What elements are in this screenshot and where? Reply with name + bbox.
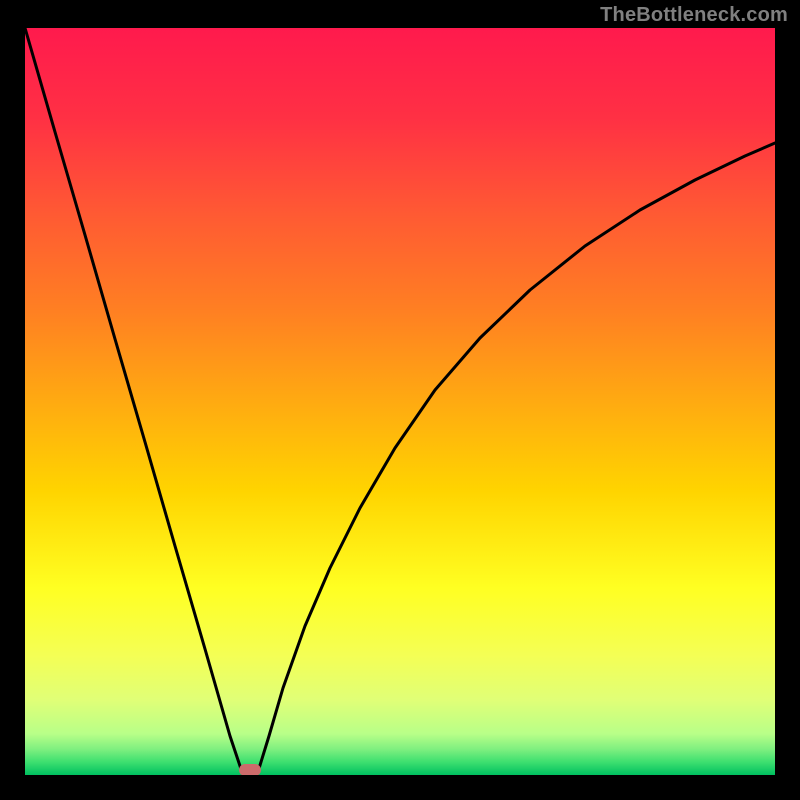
- minimum-marker: [239, 764, 261, 775]
- watermark-text: TheBottleneck.com: [600, 4, 788, 27]
- bottleneck-curve: [25, 28, 775, 775]
- chart-container: TheBottleneck.com: [0, 0, 800, 800]
- curve-svg: [25, 28, 775, 775]
- plot-area: [25, 28, 775, 775]
